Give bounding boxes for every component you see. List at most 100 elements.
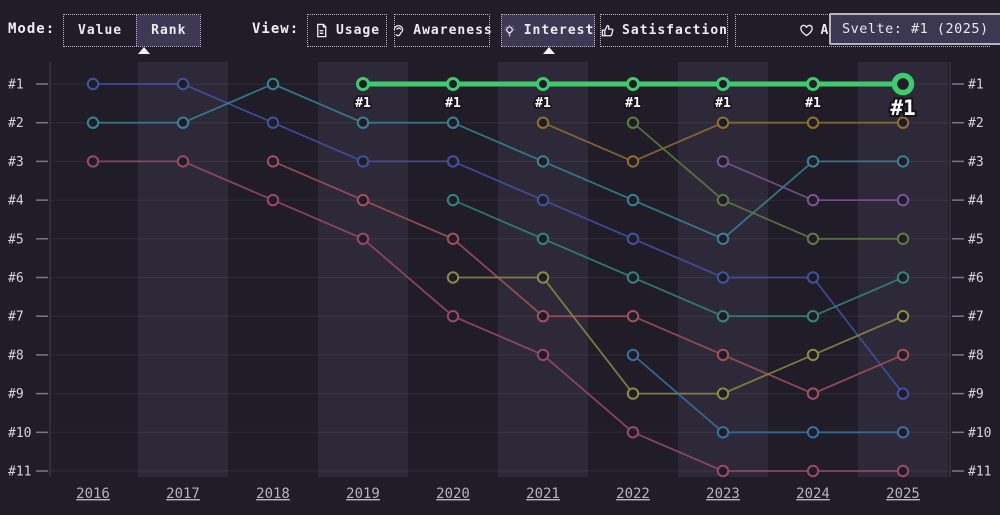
- data-point-teal[interactable]: [176, 116, 190, 129]
- view-button-interest[interactable]: Interest: [501, 14, 595, 47]
- view-button-awareness[interactable]: Awareness: [394, 14, 492, 47]
- data-point-teal[interactable]: [896, 155, 910, 168]
- year-axis-label[interactable]: 2019: [346, 486, 380, 502]
- data-point-seagreen[interactable]: [446, 193, 460, 207]
- year-axis-label[interactable]: 2017: [166, 486, 200, 502]
- data-point-olive[interactable]: [806, 348, 820, 362]
- data-point-svelte[interactable]: [446, 77, 460, 91]
- rank-axis-label-right: #6: [968, 271, 984, 286]
- data-point-indigo[interactable]: [536, 193, 550, 207]
- data-point-svelte[interactable]: [356, 77, 370, 91]
- data-point-indigo[interactable]: [716, 271, 730, 284]
- data-point-indigo[interactable]: [266, 116, 280, 129]
- mode-button-value[interactable]: Value: [78, 23, 123, 38]
- year-axis-label[interactable]: 2021: [526, 486, 560, 502]
- data-point-crimson[interactable]: [896, 348, 910, 362]
- data-point-steelblue[interactable]: [716, 426, 730, 439]
- data-point-svelte[interactable]: [626, 77, 640, 91]
- data-point-indigo[interactable]: [626, 232, 640, 246]
- data-point-teal[interactable]: [86, 116, 100, 129]
- data-point-teal[interactable]: [266, 77, 280, 91]
- data-point-darkgreen[interactable]: [716, 193, 730, 207]
- data-point-steelblue[interactable]: [896, 426, 910, 439]
- data-point-amber[interactable]: [716, 116, 730, 129]
- year-axis-label[interactable]: 2022: [616, 486, 650, 502]
- data-point-steelblue[interactable]: [806, 426, 820, 439]
- year-axis-label[interactable]: 2018: [256, 486, 290, 502]
- data-point-teal[interactable]: [716, 232, 730, 246]
- data-point-indigo[interactable]: [176, 77, 190, 91]
- data-point-indigo[interactable]: [446, 155, 460, 168]
- data-point-olive[interactable]: [896, 310, 910, 323]
- data-point-maroon[interactable]: [536, 348, 550, 362]
- data-point-svelte[interactable]: [806, 77, 820, 91]
- data-point-olive[interactable]: [536, 271, 550, 284]
- series-line-steelblue: [632, 354, 903, 434]
- data-point-crimson[interactable]: [716, 348, 730, 362]
- year-axis-label[interactable]: 2020: [436, 486, 470, 502]
- data-point-crimson[interactable]: [356, 193, 370, 207]
- data-point-svelte[interactable]: [716, 77, 730, 91]
- year-axis-label[interactable]: 2024: [796, 486, 830, 502]
- heart-icon: [799, 23, 814, 38]
- data-point-purple[interactable]: [806, 193, 820, 207]
- data-point-darkgreen[interactable]: [626, 116, 640, 129]
- data-point-crimson[interactable]: [536, 310, 550, 323]
- rank-1-point-label: #1: [355, 96, 371, 111]
- series-line-seagreen: [452, 199, 904, 318]
- view-label: View:: [252, 21, 300, 37]
- view-button-satisfaction[interactable]: Satisfaction: [600, 14, 728, 47]
- data-point-indigo[interactable]: [806, 271, 820, 284]
- data-point-maroon[interactable]: [266, 193, 280, 207]
- data-point-purple[interactable]: [896, 193, 910, 207]
- data-point-indigo[interactable]: [896, 387, 910, 400]
- data-point-crimson[interactable]: [806, 387, 820, 400]
- data-point-seagreen[interactable]: [716, 310, 730, 323]
- data-point-seagreen[interactable]: [536, 232, 550, 246]
- view-button-label: Satisfaction: [622, 23, 728, 38]
- data-point-maroon[interactable]: [176, 155, 190, 168]
- data-point-seagreen[interactable]: [806, 310, 820, 323]
- year-band: [858, 62, 948, 477]
- data-point-crimson[interactable]: [446, 232, 460, 246]
- data-point-maroon[interactable]: [86, 155, 100, 168]
- data-point-darkgreen[interactable]: [806, 232, 820, 246]
- mode-button-rank[interactable]: Rank: [136, 15, 201, 46]
- data-point-amber[interactable]: [626, 155, 640, 168]
- data-point-teal[interactable]: [536, 155, 550, 168]
- data-point-seagreen[interactable]: [896, 271, 910, 284]
- data-point-teal[interactable]: [626, 193, 640, 207]
- data-point-amber[interactable]: [896, 116, 910, 129]
- year-axis-label[interactable]: 2016: [76, 486, 110, 502]
- data-point-svelte[interactable]: [891, 72, 915, 96]
- data-point-teal[interactable]: [446, 116, 460, 129]
- data-point-crimson[interactable]: [266, 155, 280, 168]
- data-point-maroon[interactable]: [446, 310, 460, 323]
- year-axis-label[interactable]: 2025: [886, 486, 920, 502]
- data-point-steelblue[interactable]: [626, 348, 640, 362]
- data-point-darkgreen[interactable]: [896, 232, 910, 246]
- view-button-usage[interactable]: Usage: [307, 14, 387, 47]
- data-point-olive[interactable]: [446, 271, 460, 284]
- rank-axis-label-right: #1: [968, 78, 984, 93]
- data-point-purple[interactable]: [716, 155, 730, 168]
- data-point-maroon[interactable]: [716, 464, 730, 478]
- data-point-teal[interactable]: [806, 155, 820, 168]
- data-point-amber[interactable]: [536, 116, 550, 129]
- year-axis-label[interactable]: 2023: [706, 486, 740, 502]
- data-point-indigo[interactable]: [86, 77, 100, 91]
- data-point-maroon[interactable]: [896, 464, 910, 478]
- data-point-maroon[interactable]: [626, 426, 640, 439]
- rank-axis-label-right: #4: [968, 194, 984, 209]
- data-point-amber[interactable]: [806, 116, 820, 129]
- data-point-maroon[interactable]: [806, 464, 820, 478]
- data-point-olive[interactable]: [626, 387, 640, 400]
- bulb-icon: [502, 23, 517, 38]
- data-point-indigo[interactable]: [356, 155, 370, 168]
- data-point-seagreen[interactable]: [626, 271, 640, 284]
- data-point-teal[interactable]: [356, 116, 370, 129]
- data-point-crimson[interactable]: [626, 310, 640, 323]
- data-point-svelte[interactable]: [536, 77, 550, 91]
- data-point-maroon[interactable]: [356, 232, 370, 246]
- data-point-olive[interactable]: [716, 387, 730, 400]
